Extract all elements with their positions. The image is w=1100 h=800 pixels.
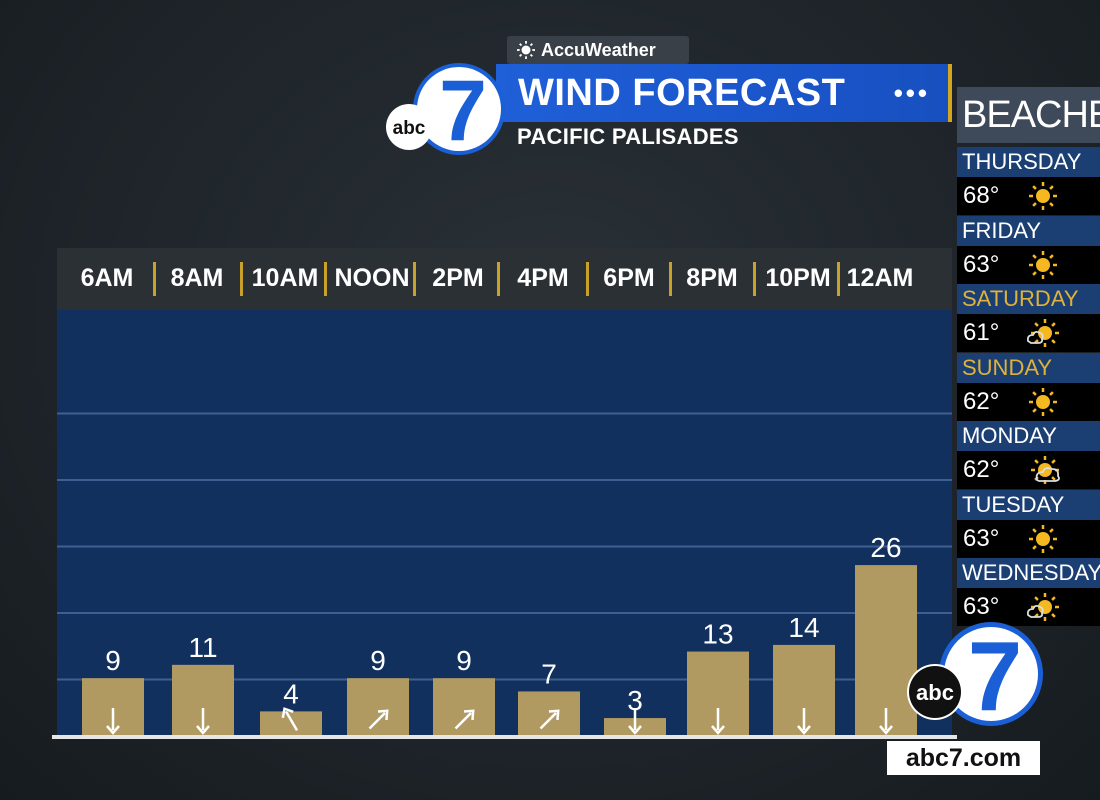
bar-value-label: 11 (188, 632, 217, 663)
abc7-logo-number: 7 (439, 63, 487, 158)
day-forecast-row: 62° (957, 451, 1100, 489)
time-separator (586, 262, 589, 296)
day-forecast-row: 68° (957, 177, 1100, 215)
day-forecast-row: 61° (957, 314, 1100, 352)
time-separator (837, 262, 840, 296)
location-subtitle: PACIFIC PALISADES (517, 124, 739, 149)
sun-icon (1029, 250, 1057, 279)
day-temperature: 62° (963, 456, 1000, 483)
wind-arrow-icon (628, 708, 642, 735)
title-bar: WIND FORECAST ••• (496, 64, 952, 122)
day-label-tuesday: TUESDAY (957, 489, 1100, 520)
abc7-logo-text: abc (393, 118, 426, 139)
accuweather-label: AccuWeather (541, 39, 656, 60)
wind-arrow-icon (797, 708, 811, 735)
sidebar-header: BEACHES (957, 87, 1100, 143)
day-temperature: 63° (963, 524, 1000, 552)
day-temperature: 68° (963, 182, 1000, 209)
bar-10am (260, 711, 322, 738)
sun-icon (1029, 182, 1057, 210)
bar-value-label: 14 (788, 612, 819, 643)
day-forecast-row: 63° (957, 519, 1100, 558)
day-temperature: 61° (963, 319, 1000, 346)
bar-value-label: 13 (702, 619, 733, 650)
time-label-4pm: 4PM (517, 264, 569, 292)
day-label-wednesday: WEDNESDAY (957, 558, 1100, 588)
time-label-6pm: 6PM (603, 264, 655, 292)
wind-chart: 9 11 4 9 9 7 3 13 14 26 (57, 310, 952, 738)
bar-value-label: 7 (541, 658, 557, 689)
wind-chart-svg: 9 11 4 9 9 7 3 13 14 26 (57, 412, 952, 738)
chart-baseline (52, 735, 957, 739)
partly-sunny-icon (1026, 593, 1059, 621)
wind-arrow-icon (281, 707, 299, 732)
time-axis-bar: 6AM 8AM 10AM NOON 2PM 4PM 6PM 8PM 10PM 12AM (57, 248, 952, 310)
time-label-12am: 12AM (846, 264, 914, 292)
day-forecast-row: 62° (957, 382, 1100, 421)
wind-arrow-icon (106, 708, 120, 735)
time-separator (153, 262, 156, 296)
bar-noon (347, 678, 409, 738)
time-label-8pm: 8PM (686, 264, 738, 292)
abc7-corner-logo: 7 abc (907, 621, 1043, 730)
beaches-sidebar: BEACHES THURSDAY 68° FRIDAY 63° SATURDAY 61° S… (957, 87, 1100, 627)
time-separator (324, 262, 327, 296)
wind-arrow-icon (368, 709, 389, 730)
bar-value-label: 9 (456, 645, 472, 676)
bar-value-label: 4 (283, 678, 299, 709)
sun-icon (1029, 387, 1057, 416)
day-label-thursday: THURSDAY (957, 147, 1100, 177)
day-label-friday: FRIDAY (957, 215, 1100, 246)
day-label-monday: MONDAY (957, 421, 1100, 451)
time-label-6am: 6AM (80, 264, 134, 292)
bar-value-label: 3 (627, 685, 643, 716)
time-label-8am: 8AM (170, 264, 224, 292)
day-temperature: 63° (963, 593, 1000, 620)
time-separator (669, 262, 672, 296)
time-label-10am: 10AM (251, 264, 319, 292)
page-title: WIND FORECAST (518, 72, 846, 114)
sun-icon (1029, 524, 1057, 553)
time-separator (413, 262, 416, 296)
time-separator (240, 262, 243, 296)
day-label-sunday: SUNDAY (957, 352, 1100, 383)
website-badge: abc7.com (887, 741, 1040, 775)
bar-value-label: 9 (370, 645, 386, 676)
abc7-corner-text: abc (916, 680, 954, 705)
day-temperature: 62° (963, 387, 1000, 415)
time-label-2pm: 2PM (432, 264, 484, 292)
partly-sunny-icon (1026, 319, 1059, 347)
day-label-saturday: SATURDAY (957, 284, 1100, 314)
accuweather-sun-icon (517, 41, 535, 59)
wind-arrow-icon (711, 708, 725, 735)
bar-value-label: 9 (105, 645, 121, 676)
mostly-cloudy-icon (1031, 456, 1060, 484)
time-separator (753, 262, 756, 296)
wind-arrow-icon (879, 708, 893, 735)
day-forecast-row: 63° (957, 245, 1100, 284)
wind-arrow-icon (454, 709, 475, 730)
bar-value-label: 26 (870, 532, 901, 563)
abc7-logo: 7 abc (386, 63, 505, 158)
wind-arrow-icon (196, 708, 210, 735)
bar-2pm (433, 678, 495, 738)
wind-arrow-icon (539, 709, 560, 730)
abc7-corner-number: 7 (968, 621, 1023, 730)
day-forecast-row: 63° (957, 588, 1100, 626)
bar-4pm (518, 691, 580, 738)
time-label-noon: NOON (334, 264, 410, 292)
day-temperature: 63° (963, 250, 1000, 278)
time-label-10pm: 10PM (765, 264, 831, 292)
accuweather-badge: AccuWeather (507, 36, 689, 64)
time-separator (497, 262, 500, 296)
menu-dots-icon: ••• (893, 78, 930, 108)
